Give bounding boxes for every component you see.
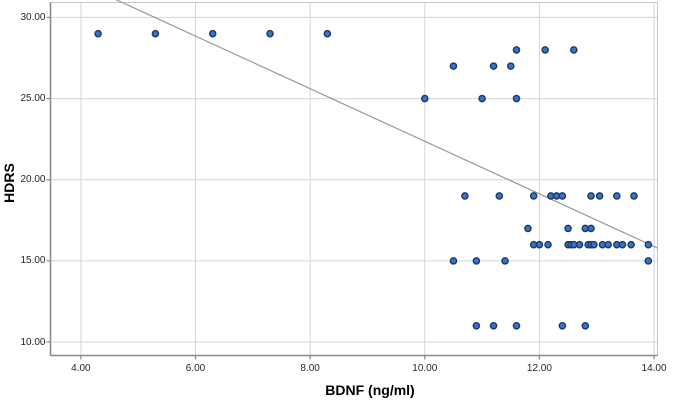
data-point [541,46,549,54]
data-point [208,29,217,38]
x-tick-label: 14.00 [641,362,667,374]
data-point [558,192,567,200]
data-point [478,94,486,103]
data-point [323,29,332,38]
y-axis-title: HDRS [1,163,17,203]
data-point [506,62,515,70]
y-tick-label: 25.00 [20,93,46,105]
data-point [627,240,635,249]
data-point [613,192,621,200]
data-point [472,321,481,330]
data-point [587,192,595,200]
data-point [587,224,595,233]
x-tick-label: 4.00 [71,362,91,374]
y-tick-label: 20.00 [20,174,46,186]
data-point [489,62,498,70]
data-point [581,321,590,330]
data-point [535,240,544,249]
data-point [558,321,567,330]
data-point [151,29,160,38]
x-tick-label: 6.00 [185,362,206,374]
data-point [94,29,102,38]
data-point [489,321,498,330]
y-tick-label: 10.00 [20,336,46,348]
data-point [570,46,578,54]
data-point [512,94,521,103]
data-point [449,62,458,70]
data-point [618,240,627,249]
data-point [564,224,572,233]
data-point [604,240,613,249]
data-point [420,94,429,103]
data-point [449,257,458,265]
data-point [512,321,521,330]
y-tick-label: 30.00 [20,11,46,23]
data-point [590,240,598,249]
data-point [524,224,532,233]
x-tick-label: 8.00 [300,362,320,374]
plot-frame [50,2,658,356]
data-point [495,192,504,200]
data-point [501,257,509,265]
y-tick-label: 15.00 [20,255,46,267]
x-axis-title: BDNF (ng/ml) [325,382,415,398]
data-point [644,257,653,265]
data-point [575,240,584,249]
data-point [644,240,653,249]
data-point [595,192,604,200]
trend-line [115,0,658,249]
data-point [512,46,521,54]
data-point [630,192,638,200]
x-tick-label: 10.00 [412,362,438,374]
data-point [461,192,469,200]
x-tick-label: 12.00 [526,362,552,374]
data-point [544,240,552,249]
data-point [529,192,538,200]
data-point [266,29,274,38]
data-point [472,257,481,265]
